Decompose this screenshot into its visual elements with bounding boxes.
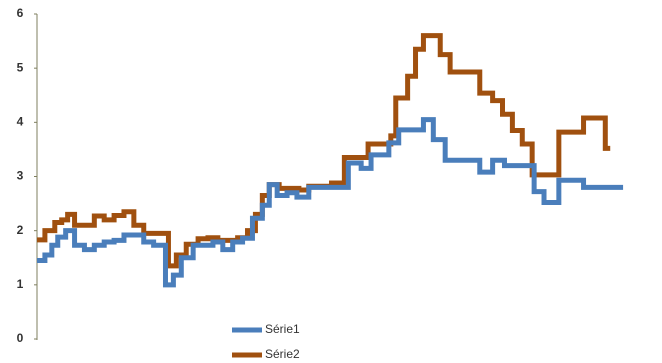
y-tick-label: 5 <box>17 60 24 74</box>
y-tick-label: 4 <box>17 115 24 129</box>
series-line <box>37 33 611 269</box>
y-tick-label: 2 <box>17 223 24 237</box>
y-tick-label: 0 <box>17 331 24 345</box>
series-line <box>37 117 624 288</box>
legend-label: Série2 <box>265 347 300 361</box>
y-tick-label: 6 <box>17 6 24 20</box>
y-tick-label: 3 <box>17 169 24 183</box>
y-tick-label: 1 <box>17 277 24 291</box>
legend-label: Série1 <box>265 322 300 336</box>
